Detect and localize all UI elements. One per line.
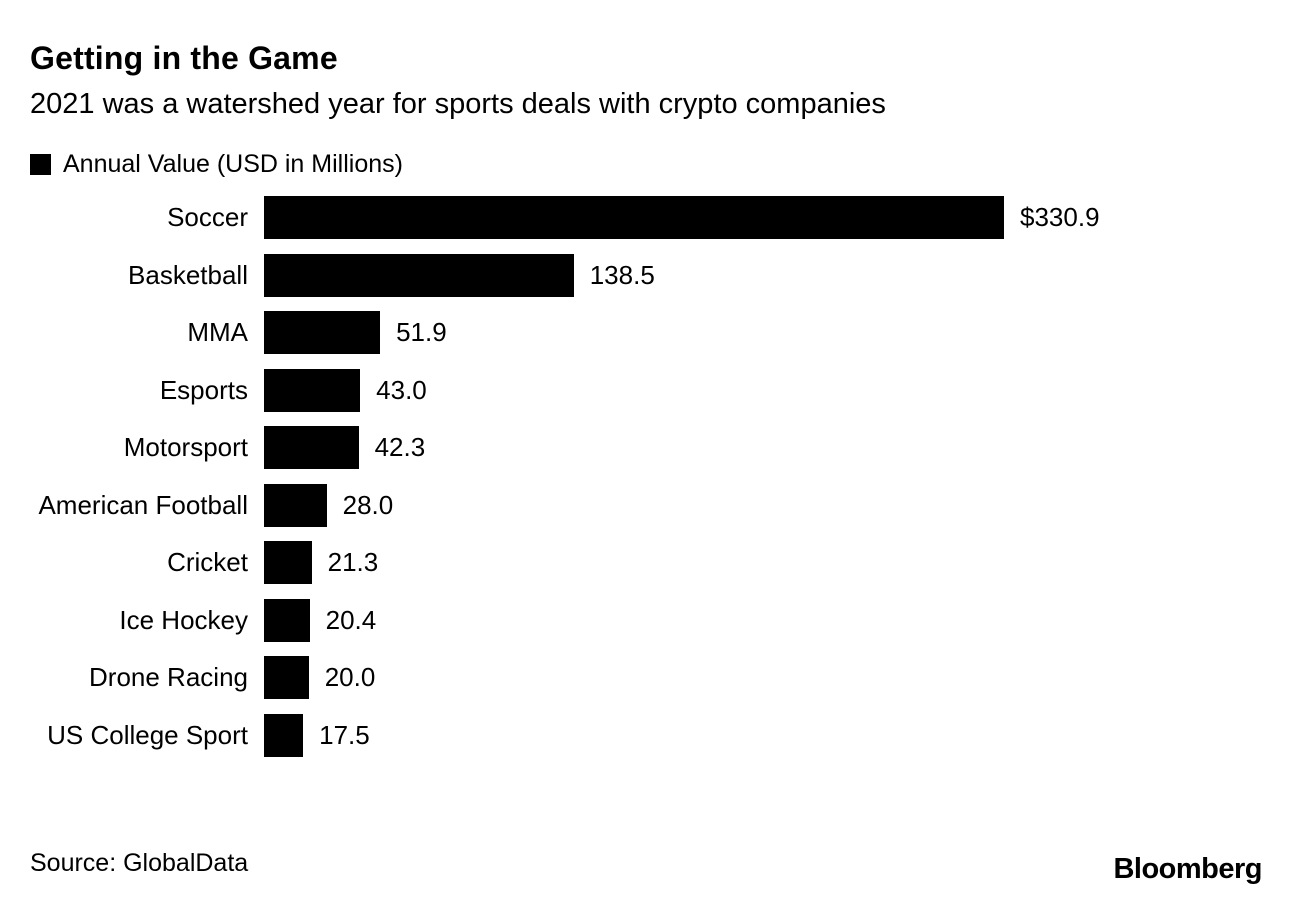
bloomberg-logo: Bloomberg xyxy=(1113,853,1262,885)
legend-label: Annual Value (USD in Millions) xyxy=(63,150,403,178)
bar-value-label: 43.0 xyxy=(376,374,427,405)
bar-value-label: 17.5 xyxy=(319,719,370,750)
bar-row: Drone Racing 20.0 xyxy=(0,656,1290,699)
bar-value-label: 138.5 xyxy=(589,259,655,290)
bar xyxy=(264,483,327,527)
bar-value-label: 42.3 xyxy=(374,432,426,462)
bar-category-label: US College Sport xyxy=(47,719,248,750)
bar-row: American Football 28.0 xyxy=(0,483,1290,527)
bar-value-label: 20.0 xyxy=(324,662,376,692)
bar-category-label: Motorsport xyxy=(123,432,248,462)
bar-category-label: American Football xyxy=(38,489,248,520)
source-note: Source: GlobalData xyxy=(30,849,249,877)
bar-category-label: Esports xyxy=(159,374,248,405)
bar-category-label: Drone Racing xyxy=(89,662,248,692)
bar-row: MMA 51.9 xyxy=(0,311,1290,354)
bar-row: Motorsport 42.3 xyxy=(0,426,1290,469)
bar-category-label: Ice Hockey xyxy=(119,604,248,635)
bar xyxy=(264,196,1004,239)
chart-header: Getting in the Game 2021 was a watershed… xyxy=(30,40,886,122)
bar-category-label: MMA xyxy=(187,317,248,347)
bar-row: Soccer $330.9 xyxy=(0,196,1290,239)
bar xyxy=(264,368,361,412)
bar xyxy=(264,541,312,584)
bar-value-label: 28.0 xyxy=(342,489,394,520)
bar-category-label: Cricket xyxy=(167,547,248,577)
bar xyxy=(264,426,359,469)
bar-value-label: 21.3 xyxy=(327,547,379,577)
bar-category-label: Basketball xyxy=(128,259,248,290)
bar-row: US College Sport 17.5 xyxy=(0,713,1290,757)
bar-value-label: 51.9 xyxy=(396,317,447,347)
bar xyxy=(264,713,304,757)
bar-row: Cricket 21.3 xyxy=(0,541,1290,584)
bar-row: Basketball 138.5 xyxy=(0,253,1290,297)
bar-row: Ice Hockey 20.4 xyxy=(0,598,1290,642)
bar-row: Esports 43.0 xyxy=(0,368,1290,412)
bar-category-label: Soccer xyxy=(167,202,248,232)
bar-chart-area: Soccer $330.9 Basketball 138.5 MMA 51.9 Esport… xyxy=(0,196,1290,771)
legend-swatch-icon xyxy=(30,154,51,175)
chart-legend: Annual Value (USD in Millions) xyxy=(30,150,403,179)
bar xyxy=(264,598,310,642)
bar xyxy=(264,656,309,699)
bar xyxy=(264,311,381,354)
bar xyxy=(264,253,574,297)
bar-value-label: $330.9 xyxy=(1020,202,1100,232)
bar-value-label: 20.4 xyxy=(325,604,377,635)
chart-title: Getting in the Game xyxy=(30,40,338,76)
chart-subtitle: 2021 was a watershed year for sports dea… xyxy=(30,87,886,120)
